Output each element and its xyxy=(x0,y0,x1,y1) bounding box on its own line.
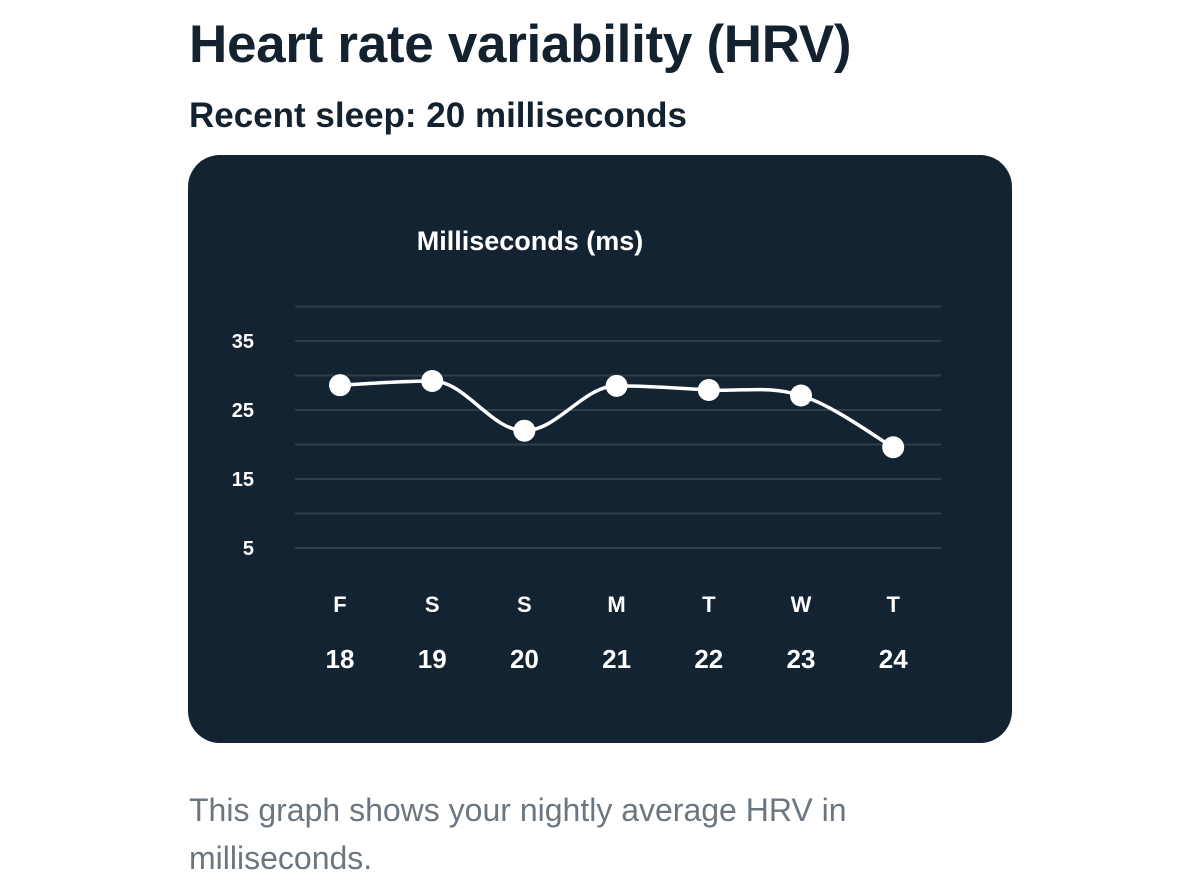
y-tick-label: 15 xyxy=(232,469,254,491)
x-date-label: 22 xyxy=(694,644,723,674)
hrv-chart-card: Milliseconds (ms) 5 15 25 35 F S S M T W T 18 19 20… xyxy=(188,155,1012,743)
x-day-label: M xyxy=(607,592,625,617)
data-point xyxy=(421,370,444,393)
x-date-label: 20 xyxy=(510,644,539,674)
hrv-line-chart: Milliseconds (ms) 5 15 25 35 F S S M T W T 18 19 20… xyxy=(232,226,941,674)
x-day-label: T xyxy=(702,592,716,617)
data-point xyxy=(605,374,628,397)
x-axis-date-labels: 18 19 20 21 22 23 24 xyxy=(326,644,909,674)
x-date-label: 23 xyxy=(787,644,816,674)
data-point xyxy=(790,384,812,407)
x-date-label: 21 xyxy=(602,644,631,674)
page-title: Heart rate variability (HRV) xyxy=(189,15,852,74)
x-date-label: 19 xyxy=(418,644,447,674)
x-day-label: W xyxy=(791,592,812,617)
y-tick-label: 25 xyxy=(232,400,254,422)
x-date-label: 18 xyxy=(326,644,355,674)
x-day-label: F xyxy=(333,592,346,617)
data-point xyxy=(513,419,536,442)
recent-sleep-subtitle: Recent sleep: 20 milliseconds xyxy=(189,96,687,135)
x-day-label: T xyxy=(886,592,900,617)
chart-title: Milliseconds (ms) xyxy=(417,226,644,256)
chart-gridlines xyxy=(295,305,941,549)
y-tick-label: 35 xyxy=(232,331,254,353)
chart-description: This graph shows your nightly average HR… xyxy=(189,792,847,876)
x-date-label: 24 xyxy=(879,644,908,674)
x-day-label: S xyxy=(425,592,440,617)
data-point xyxy=(882,436,905,459)
data-point xyxy=(329,374,351,397)
y-tick-label: 5 xyxy=(243,538,254,560)
y-axis-ticks: 5 15 25 35 xyxy=(232,331,254,560)
x-day-label: S xyxy=(517,592,532,617)
data-point xyxy=(697,378,720,401)
hrv-data-points xyxy=(329,370,905,459)
